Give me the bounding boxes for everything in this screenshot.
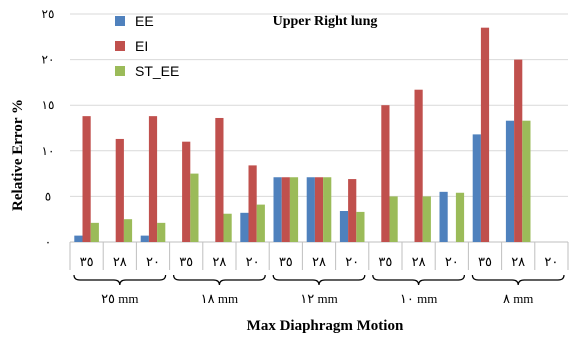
bar-ei bbox=[148, 116, 158, 242]
bar-st-ee bbox=[455, 192, 465, 242]
bar-st-ee bbox=[356, 211, 365, 242]
x-tick-label: ٣٥ bbox=[478, 254, 492, 269]
bar-ee bbox=[74, 235, 83, 242]
bar-ee bbox=[140, 235, 149, 242]
bar-st-ee bbox=[123, 219, 133, 242]
group-label: ١٠ mm bbox=[400, 291, 437, 306]
bar-ee bbox=[472, 134, 481, 242]
x-tick-label: ٢٨ bbox=[412, 254, 426, 269]
bar-ei bbox=[414, 89, 423, 242]
group-label: ١٢ mm bbox=[300, 291, 337, 306]
y-tick-label: ٢٥ bbox=[42, 7, 55, 21]
bar-ei bbox=[314, 177, 324, 242]
x-tick-label: ٢٨ bbox=[212, 254, 226, 269]
legend-label: EI bbox=[135, 38, 148, 54]
x-tick-label: ٢٠ bbox=[345, 254, 359, 269]
x-tick-label: ٣٥ bbox=[179, 254, 193, 269]
legend-swatch bbox=[115, 16, 125, 26]
bar-ei bbox=[348, 179, 357, 242]
bar-st-ee bbox=[90, 222, 99, 242]
x-tick-label: ٢٠ bbox=[544, 254, 558, 269]
x-axis-label: Max Diaphragm Motion bbox=[247, 318, 404, 334]
x-tick-label: ٢٠ bbox=[445, 254, 459, 269]
group-brace bbox=[272, 274, 366, 286]
bar-st-ee bbox=[289, 177, 299, 242]
bar-st-ee bbox=[522, 120, 531, 242]
bar-st-ee bbox=[389, 196, 398, 242]
legend-label: EE bbox=[135, 13, 154, 29]
bar-st-ee bbox=[323, 177, 332, 242]
x-tick-label: ٢٨ bbox=[113, 254, 127, 269]
group-label: ٨ mm bbox=[503, 291, 533, 306]
bar-ei bbox=[480, 27, 490, 243]
x-tick-label: ٢٨ bbox=[511, 254, 525, 269]
y-axis-label: Relative Error % bbox=[10, 99, 26, 211]
legend-swatch bbox=[115, 41, 125, 51]
bar-ei bbox=[248, 165, 257, 242]
x-tick-label: ٣٥ bbox=[80, 254, 94, 269]
group-brace bbox=[173, 274, 266, 286]
y-tick-label: ٢٠ bbox=[42, 53, 55, 67]
bar-ee bbox=[273, 177, 282, 242]
group-label: ٢٥ mm bbox=[101, 291, 138, 306]
y-tick-label: ١٠ bbox=[42, 144, 55, 158]
x-tick-label: ٢٨ bbox=[312, 254, 326, 269]
x-tick-label: ٢٠ bbox=[246, 254, 260, 269]
bar-ei bbox=[215, 117, 224, 242]
bar-ei bbox=[281, 177, 290, 242]
bar-ee bbox=[439, 191, 448, 242]
legend-label: ST_EE bbox=[135, 63, 179, 79]
x-tick-label: ٣٥ bbox=[378, 254, 392, 269]
bar-ei bbox=[82, 116, 91, 242]
bars bbox=[74, 27, 531, 243]
bar-st-ee bbox=[256, 204, 265, 242]
bar-ee bbox=[240, 212, 249, 242]
bar-st-ee bbox=[157, 222, 166, 242]
bar-ei bbox=[381, 105, 390, 242]
bar-st-ee bbox=[422, 196, 431, 242]
bar-ei bbox=[514, 59, 523, 242]
x-tick-labels: ٣٥ ٢٨ ٢٠ ٣٥ ٢٨ ٢٠ ٣٥ ٢٨ ٢٠ ٣٥ ٢٨ ٢٠ ٣٥ ٢٨ ٢٠ bbox=[69, 242, 569, 270]
bar-ei bbox=[182, 141, 191, 242]
bar-ee bbox=[505, 120, 515, 242]
chart-title: Upper Right lung bbox=[273, 14, 378, 29]
y-tick-label: ٠ bbox=[45, 235, 51, 249]
group-labels: ٢٥ mm ١٨ mm ١٢ mm ١٠ mm ٨ mm bbox=[73, 274, 565, 306]
bar-ee bbox=[306, 177, 315, 242]
bar-st-ee bbox=[190, 173, 199, 242]
x-tick-label: ٢٠ bbox=[146, 254, 160, 269]
group-label: ١٨ mm bbox=[201, 291, 238, 306]
bar-st-ee bbox=[223, 213, 232, 242]
bar-ee bbox=[339, 210, 349, 242]
group-brace bbox=[73, 274, 167, 286]
group-brace bbox=[471, 274, 565, 286]
x-tick-label: ٣٥ bbox=[279, 254, 293, 269]
group-brace bbox=[372, 274, 465, 286]
legend: EE EI ST_EE bbox=[115, 13, 179, 79]
y-tick-label: ٥ bbox=[45, 189, 51, 203]
y-tick-labels: ٠ ٥ ١٠ ١٥ ٢٠ ٢٥ bbox=[42, 7, 55, 249]
legend-swatch bbox=[115, 66, 125, 76]
bar-ei bbox=[115, 138, 124, 242]
y-tick-label: ١٥ bbox=[42, 98, 55, 112]
